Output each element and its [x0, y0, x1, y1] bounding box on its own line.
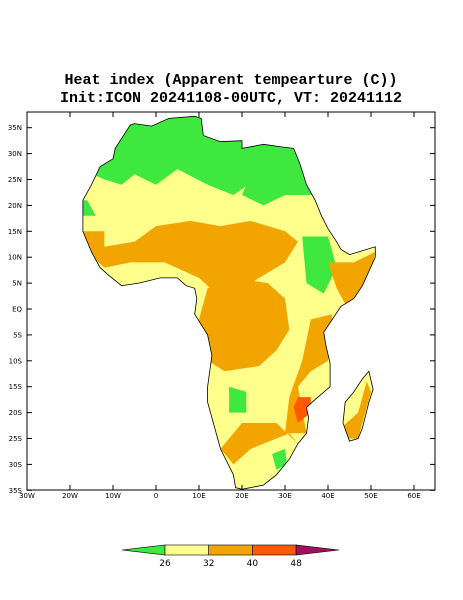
heat-region — [220, 423, 298, 465]
lon-tick-label: 20E — [235, 492, 248, 500]
lat-tick-label: 30N — [8, 150, 22, 158]
colorbar-box — [164, 544, 210, 556]
subtitle: Init:ICON 20241108-00UTC, VT: 20241112 — [60, 90, 402, 107]
colorbar-label: 48 — [290, 559, 302, 569]
lat-tick-label: 30S — [9, 461, 23, 469]
lon-tick-label: 20W — [62, 492, 78, 500]
lon-tick-label: 30E — [278, 492, 291, 500]
lon-tick-label: 40E — [321, 492, 334, 500]
title: Heat index (Apparent tempearture (C)) — [64, 72, 397, 89]
colorbar-label: 32 — [203, 559, 214, 569]
lon-tick-label: 30W — [19, 492, 35, 500]
lon-tick-label: 60E — [407, 492, 420, 500]
lat-tick-label: 15N — [8, 228, 22, 236]
lat-tick-label: 5N — [12, 280, 22, 288]
heat-region — [229, 386, 247, 413]
heat-region — [242, 174, 285, 206]
heat-region — [272, 448, 288, 470]
lat-tick-label: 20N — [8, 202, 22, 210]
lat-tick-label: 15S — [9, 383, 23, 391]
colorbar-box — [252, 544, 297, 556]
coastline — [82, 115, 376, 490]
lat-tick-label: EQ — [12, 306, 22, 314]
lat-tick-label: 5S — [13, 331, 22, 339]
lat-tick-label: 35N — [8, 124, 22, 132]
lon-tick-label: 50E — [364, 492, 377, 500]
heat-region — [340, 381, 371, 439]
colorbar: 26 32 40 48 — [121, 544, 340, 569]
lat-tick-label: 10S — [9, 357, 23, 365]
lat-tick-label: 25S — [9, 435, 23, 443]
colorbar-triangle — [295, 544, 340, 556]
lat-tick-label: 10N — [8, 254, 22, 262]
colorbar-label: 26 — [159, 559, 171, 569]
heat-region — [87, 220, 298, 294]
colorbar-box — [208, 544, 253, 556]
heat-region — [293, 397, 311, 423]
lat-tick-label: 35S — [9, 487, 23, 495]
colorbar-label: 40 — [247, 559, 259, 569]
heat-region — [302, 236, 337, 294]
lat-tick-label: 20S — [9, 409, 23, 417]
map-frame — [26, 111, 436, 491]
lat-tick-label: 25N — [8, 176, 22, 184]
lon-tick-label: 10W — [105, 492, 121, 500]
lon-tick-label: 0 — [154, 492, 158, 500]
lon-tick-label: 10E — [192, 492, 205, 500]
heat-region — [82, 200, 96, 216]
heat-region — [199, 277, 290, 372]
